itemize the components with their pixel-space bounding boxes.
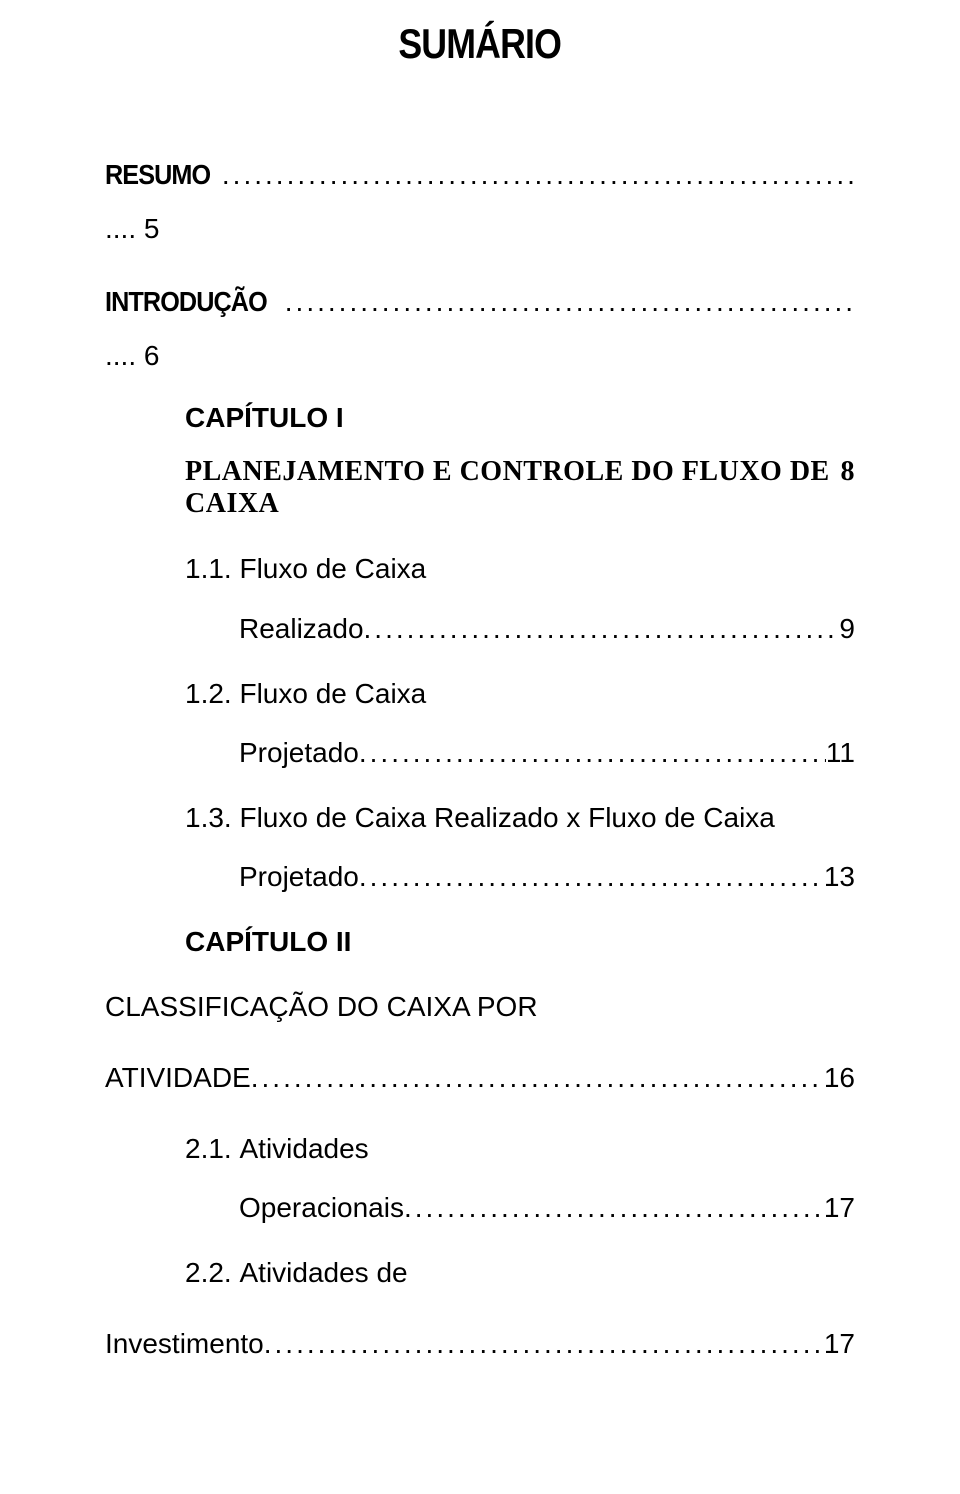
item-wrap-text: Investimento [105, 1317, 264, 1370]
page-number: 8 [841, 456, 856, 488]
toc-entry-resumo-page: .... 5 [105, 213, 855, 245]
leader-dots [264, 1317, 824, 1370]
entry-label: INTRODUÇÃO [105, 275, 267, 328]
item-wrap-text: Operacionais [239, 1181, 404, 1234]
page-number: 9 [839, 602, 855, 655]
item-wrap-line: Operacionais 17 [185, 1181, 855, 1234]
chapter-subtitle-text: ATIVIDADE [105, 1051, 251, 1104]
doc-title: SUMÁRIO [399, 20, 562, 68]
toc-item-2-2-wrap: Investimento 17 [105, 1317, 855, 1370]
chapter-2-heading: CAPÍTULO II [185, 926, 855, 958]
page-number: 6 [144, 340, 160, 371]
leader-dots [359, 850, 824, 903]
item-number: 2.2. [185, 1246, 232, 1299]
chapter-1-heading: CAPÍTULO I [185, 402, 855, 434]
item-text: Fluxo de Caixa [239, 667, 426, 720]
item-number: 2.1. [185, 1122, 232, 1175]
chapter-2-subtitle-line1: CLASSIFICAÇÃO DO CAIXA POR [105, 980, 855, 1033]
page-prefix: .... [105, 340, 136, 371]
item-text: Atividades de [239, 1246, 407, 1299]
toc-item-1-2: 1.2. Fluxo de Caixa Projetado 11 [185, 667, 855, 779]
page-number: 17 [824, 1317, 855, 1370]
leader-dots [364, 602, 840, 655]
page-prefix: .... [105, 213, 136, 244]
page-number: 17 [824, 1181, 855, 1234]
leader-dots [285, 275, 855, 328]
item-number: 1.2. [185, 667, 232, 720]
page-number: 13 [824, 850, 855, 903]
chapter-1-subtitle: PLANEJAMENTO E CONTROLE DO FLUXO DE CAIX… [185, 456, 855, 520]
doc-title-wrap: SUMÁRIO [105, 20, 855, 68]
chapter-subtitle-text: PLANEJAMENTO E CONTROLE DO FLUXO DE CAIX… [185, 456, 841, 520]
toc-item-1-3: 1.3. Fluxo de Caixa Realizado x Fluxo de… [185, 791, 855, 903]
item-wrap-text: Projetado [239, 726, 359, 779]
item-wrap-line: Projetado 13 [185, 850, 855, 903]
page-number: 11 [826, 726, 855, 779]
entry-label: RESUMO [105, 148, 210, 201]
item-first-line: 1.3. Fluxo de Caixa Realizado x Fluxo de… [185, 791, 855, 844]
item-text: Atividades [239, 1122, 368, 1175]
page-number: 5 [144, 213, 160, 244]
toc-entry-resumo: RESUMO [105, 148, 855, 201]
leader-dots [359, 726, 826, 779]
item-wrap-line: Projetado 11 [185, 726, 855, 779]
item-first-line: 2.1. Atividades [185, 1122, 855, 1175]
leader-dots [251, 1051, 824, 1104]
leader-dots [222, 148, 855, 201]
item-first-line: 1.1. Fluxo de Caixa [185, 542, 855, 595]
toc-item-2-1: 2.1. Atividades Operacionais 17 [185, 1122, 855, 1234]
leader-dots [404, 1181, 824, 1234]
item-number: 1.1. [185, 542, 232, 595]
item-number: 1.3. [185, 791, 232, 844]
page-number: 16 [824, 1051, 855, 1104]
toc-entry-introducao-page: .... 6 [105, 340, 855, 372]
toc-item-2-2: 2.2. Atividades de [185, 1246, 855, 1299]
toc-item-1-1: 1.1. Fluxo de Caixa Realizado 9 [185, 542, 855, 654]
item-first-line: 2.2. Atividades de [185, 1246, 855, 1299]
item-wrap-text: Realizado [239, 602, 364, 655]
item-text: Fluxo de Caixa [239, 542, 426, 595]
chapter-2-subtitle-line2: ATIVIDADE 16 [105, 1051, 855, 1104]
item-first-line: 1.2. Fluxo de Caixa [185, 667, 855, 720]
item-wrap-text: Projetado [239, 850, 359, 903]
item-wrap-line: Realizado 9 [185, 602, 855, 655]
toc-entry-introducao: INTRODUÇÃO [105, 275, 855, 328]
item-text: Fluxo de Caixa Realizado x Fluxo de Caix… [239, 791, 774, 844]
